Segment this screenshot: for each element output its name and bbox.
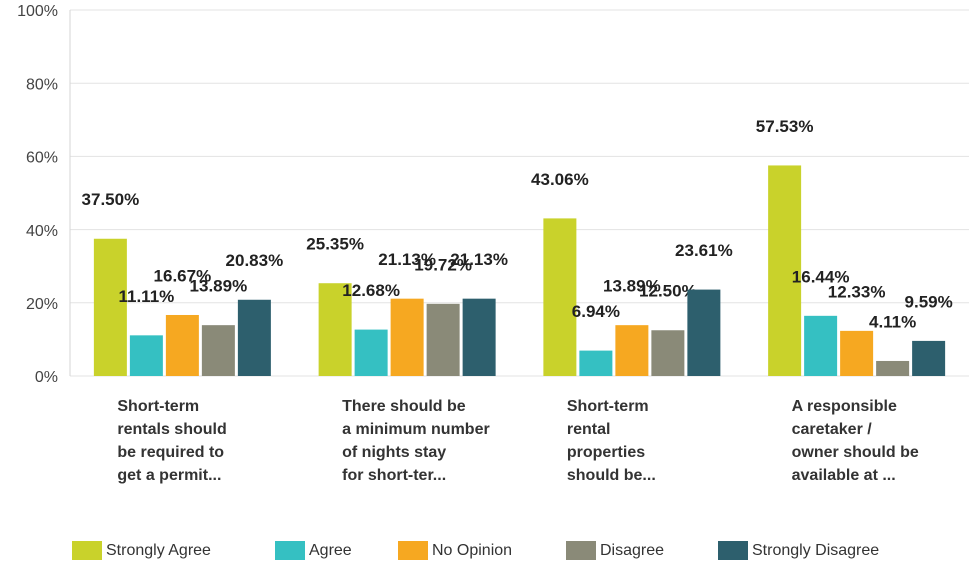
y-tick-label: 100% xyxy=(17,3,58,20)
x-tick-label: for short-ter... xyxy=(342,467,446,484)
x-tick-label: available at ... xyxy=(792,467,896,484)
legend-label: Strongly Disagree xyxy=(752,542,879,559)
y-tick-label: 60% xyxy=(26,150,58,167)
legend-label: Strongly Agree xyxy=(106,542,211,559)
legend-swatch xyxy=(72,541,102,560)
bar xyxy=(840,330,874,376)
y-tick-label: 80% xyxy=(26,76,58,93)
legend-label: No Opinion xyxy=(432,542,512,559)
value-label: 16.67% xyxy=(154,266,212,285)
x-tick-label: a minimum number xyxy=(342,421,490,438)
value-label: 13.89% xyxy=(190,277,248,296)
bar xyxy=(687,289,721,376)
value-label: 4.11% xyxy=(869,312,916,331)
value-label: 12.68% xyxy=(342,281,400,300)
x-tick-label: should be... xyxy=(567,467,656,484)
bar xyxy=(390,298,424,376)
legend-swatch xyxy=(398,541,428,560)
x-tick-label: Short-term xyxy=(567,398,649,415)
value-label: 13.89% xyxy=(603,277,661,296)
legend-swatch xyxy=(718,541,748,560)
bar xyxy=(579,350,613,376)
bar xyxy=(912,340,946,376)
y-tick-label: 20% xyxy=(26,296,58,313)
bar xyxy=(462,298,496,376)
value-label: 37.50% xyxy=(82,190,140,209)
x-tick-label: A responsible xyxy=(792,398,897,415)
value-label: 16.44% xyxy=(792,267,850,286)
value-label: 20.83% xyxy=(226,251,284,270)
x-tick-label: owner should be xyxy=(792,444,919,461)
x-tick-label: rentals should xyxy=(117,421,226,438)
bar xyxy=(318,283,352,376)
y-tick-label: 40% xyxy=(26,223,58,240)
value-label: 12.50% xyxy=(639,282,697,301)
value-label: 25.35% xyxy=(306,235,364,254)
bar xyxy=(165,314,199,376)
value-label: 23.61% xyxy=(675,241,733,260)
x-tick-label: Short-term xyxy=(117,398,199,415)
value-label: 6.94% xyxy=(572,302,620,321)
x-tick-label: properties xyxy=(567,444,645,461)
bar xyxy=(426,303,460,376)
value-label: 43.06% xyxy=(531,170,589,189)
x-tick-label: be required to xyxy=(117,444,224,461)
value-label: 11.11% xyxy=(118,287,174,306)
value-label: 57.53% xyxy=(756,117,814,136)
value-label: 21.13% xyxy=(450,250,508,269)
value-label: 19.72% xyxy=(414,255,472,274)
bar xyxy=(651,330,685,376)
bar xyxy=(237,299,271,376)
x-tick-label: rental xyxy=(567,421,611,438)
bar xyxy=(615,325,649,376)
bar xyxy=(804,315,838,376)
legend-swatch xyxy=(275,541,305,560)
bar xyxy=(93,238,127,376)
value-label: 12.33% xyxy=(828,282,886,301)
bar xyxy=(129,335,163,376)
x-tick-label: get a permit... xyxy=(117,467,221,484)
bar xyxy=(876,360,910,376)
x-tick-label: of nights stay xyxy=(342,444,446,461)
value-label: 21.13% xyxy=(378,250,436,269)
y-tick-label: 0% xyxy=(35,369,58,386)
bar xyxy=(354,329,388,376)
bar xyxy=(543,218,577,376)
x-tick-label: There should be xyxy=(342,398,466,415)
legend-label: Agree xyxy=(309,542,352,559)
x-tick-label: caretaker / xyxy=(792,421,873,438)
legend-swatch xyxy=(566,541,596,560)
bar xyxy=(768,165,802,376)
value-label: 9.59% xyxy=(905,292,953,311)
legend-label: Disagree xyxy=(600,542,664,559)
bar xyxy=(201,325,235,376)
